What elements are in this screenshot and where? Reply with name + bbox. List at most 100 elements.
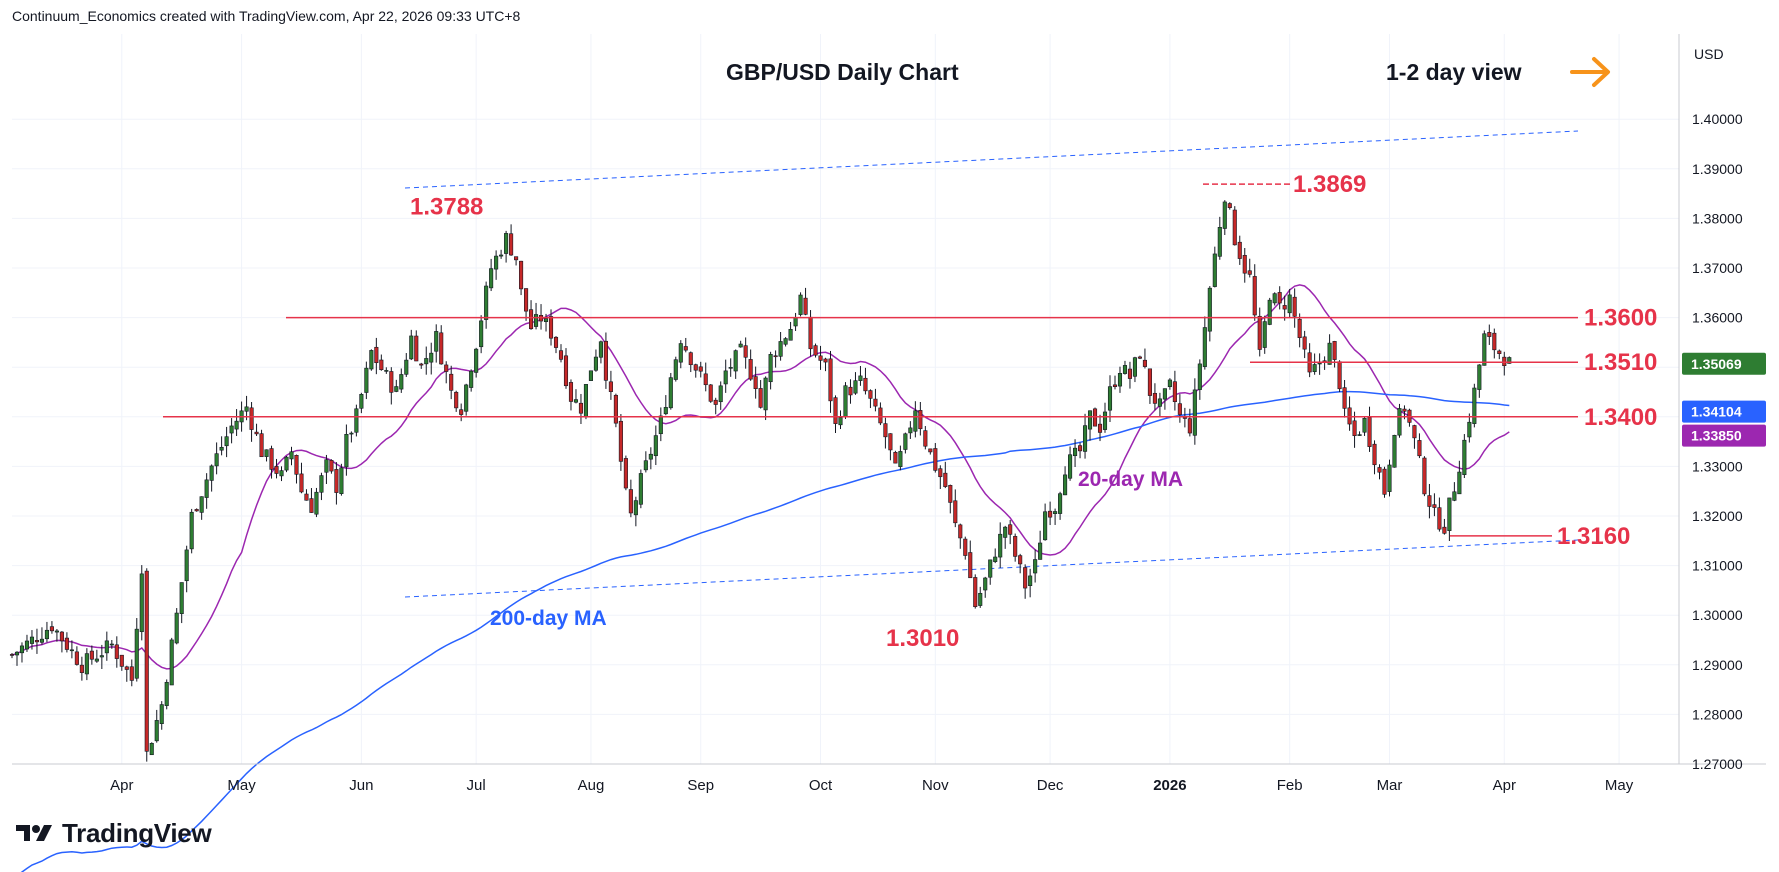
candle-body — [743, 345, 748, 358]
candle-body — [224, 436, 229, 447]
y-tick-label: 1.28000 — [1692, 706, 1743, 722]
candle-body — [1132, 357, 1138, 377]
candle-body — [1082, 425, 1088, 452]
candle-body — [364, 367, 369, 393]
candle-body — [1452, 491, 1457, 501]
candle-body — [913, 410, 918, 432]
candle-body — [1112, 384, 1118, 387]
x-tick-label: Apr — [1493, 777, 1516, 794]
candle-body — [998, 533, 1003, 558]
candle-body — [1227, 203, 1232, 209]
candle-body — [618, 420, 623, 462]
candle-body — [793, 317, 798, 327]
candle-body — [663, 407, 668, 415]
candle-body — [69, 649, 74, 652]
x-tick-label: Nov — [922, 777, 949, 794]
candle-body — [1018, 555, 1023, 565]
tradingview-logo[interactable]: TradingView — [14, 817, 212, 849]
candle-body — [933, 448, 938, 471]
candle-body — [893, 452, 898, 464]
candle-body — [763, 377, 768, 411]
candle-body — [1367, 417, 1372, 447]
candle-body — [903, 433, 908, 450]
candle-body — [1207, 287, 1212, 332]
candle-body — [908, 427, 913, 434]
candle-body — [419, 363, 424, 366]
candle-body — [309, 498, 314, 513]
candle-body — [1447, 497, 1452, 531]
candle-body — [873, 398, 878, 407]
candle-body — [234, 420, 239, 430]
candle-body — [1222, 201, 1227, 229]
candle-body — [504, 233, 509, 254]
candle-body — [848, 386, 853, 396]
candle-body — [59, 631, 64, 642]
candle-body — [319, 475, 324, 493]
candle-body — [918, 410, 923, 430]
candle-body — [603, 340, 608, 381]
candle-body — [863, 377, 868, 392]
candle-body — [938, 468, 943, 478]
candle-body — [139, 573, 144, 633]
candle-body — [1127, 368, 1133, 379]
candle-body — [798, 294, 803, 315]
candle-body — [1262, 321, 1267, 348]
chart-credit: Continuum_Economics created with Trading… — [12, 8, 521, 24]
candle-body — [94, 658, 99, 662]
candle-body — [723, 370, 728, 385]
candle-body — [1142, 359, 1147, 367]
candle-body — [129, 666, 134, 681]
candle-body — [768, 354, 773, 383]
candle-body — [74, 651, 79, 665]
candle-body — [339, 467, 344, 494]
candle-body — [294, 454, 299, 475]
candle-body — [459, 409, 464, 415]
candle-body — [104, 640, 109, 654]
candle-body — [1122, 365, 1128, 374]
candle-body — [174, 612, 179, 644]
candle-body — [923, 430, 928, 447]
y-axis-currency: USD — [1694, 46, 1724, 62]
candle-body — [758, 388, 763, 408]
candle-body — [24, 640, 30, 650]
candle-body — [853, 380, 858, 394]
candle-body — [209, 465, 214, 481]
candle-body — [404, 359, 409, 375]
candle-body — [454, 391, 459, 409]
candle-body — [788, 328, 793, 341]
x-tick-label: Apr — [110, 777, 133, 794]
view-label: 1-2 day view — [1386, 59, 1522, 85]
candle-body — [1392, 434, 1397, 468]
candle-body — [494, 255, 499, 270]
candle-body — [254, 431, 259, 435]
candle-body — [1277, 292, 1282, 304]
x-tick-label: Oct — [809, 777, 833, 794]
candle-body — [509, 233, 514, 256]
candle-body — [1247, 270, 1252, 275]
candle-body — [613, 394, 618, 424]
candle-body — [683, 346, 688, 351]
annotations: GBP/USD Daily Chart 1-2 day view — [726, 57, 1610, 87]
candle-body — [274, 466, 279, 474]
candle-body — [803, 297, 808, 315]
candle-body — [269, 448, 274, 470]
candle-body — [1137, 356, 1142, 359]
candle-body — [1372, 443, 1377, 466]
candle-body — [1487, 332, 1492, 337]
candle-body — [688, 352, 693, 366]
candle-body — [583, 384, 589, 418]
candle-body — [1252, 276, 1257, 316]
candle-body — [439, 332, 444, 365]
candle-body — [349, 432, 354, 435]
candle-body — [449, 373, 454, 391]
y-tick-label: 1.27000 — [1692, 756, 1743, 772]
x-tick-label: Dec — [1037, 777, 1064, 794]
candle-body — [1427, 495, 1432, 507]
candle-body — [943, 472, 948, 487]
candle-body — [1078, 445, 1083, 452]
price-badge-label: 1.35069 — [1691, 356, 1742, 372]
candle-body — [264, 449, 269, 457]
candle-body — [1212, 253, 1217, 287]
candle-body — [289, 451, 294, 460]
